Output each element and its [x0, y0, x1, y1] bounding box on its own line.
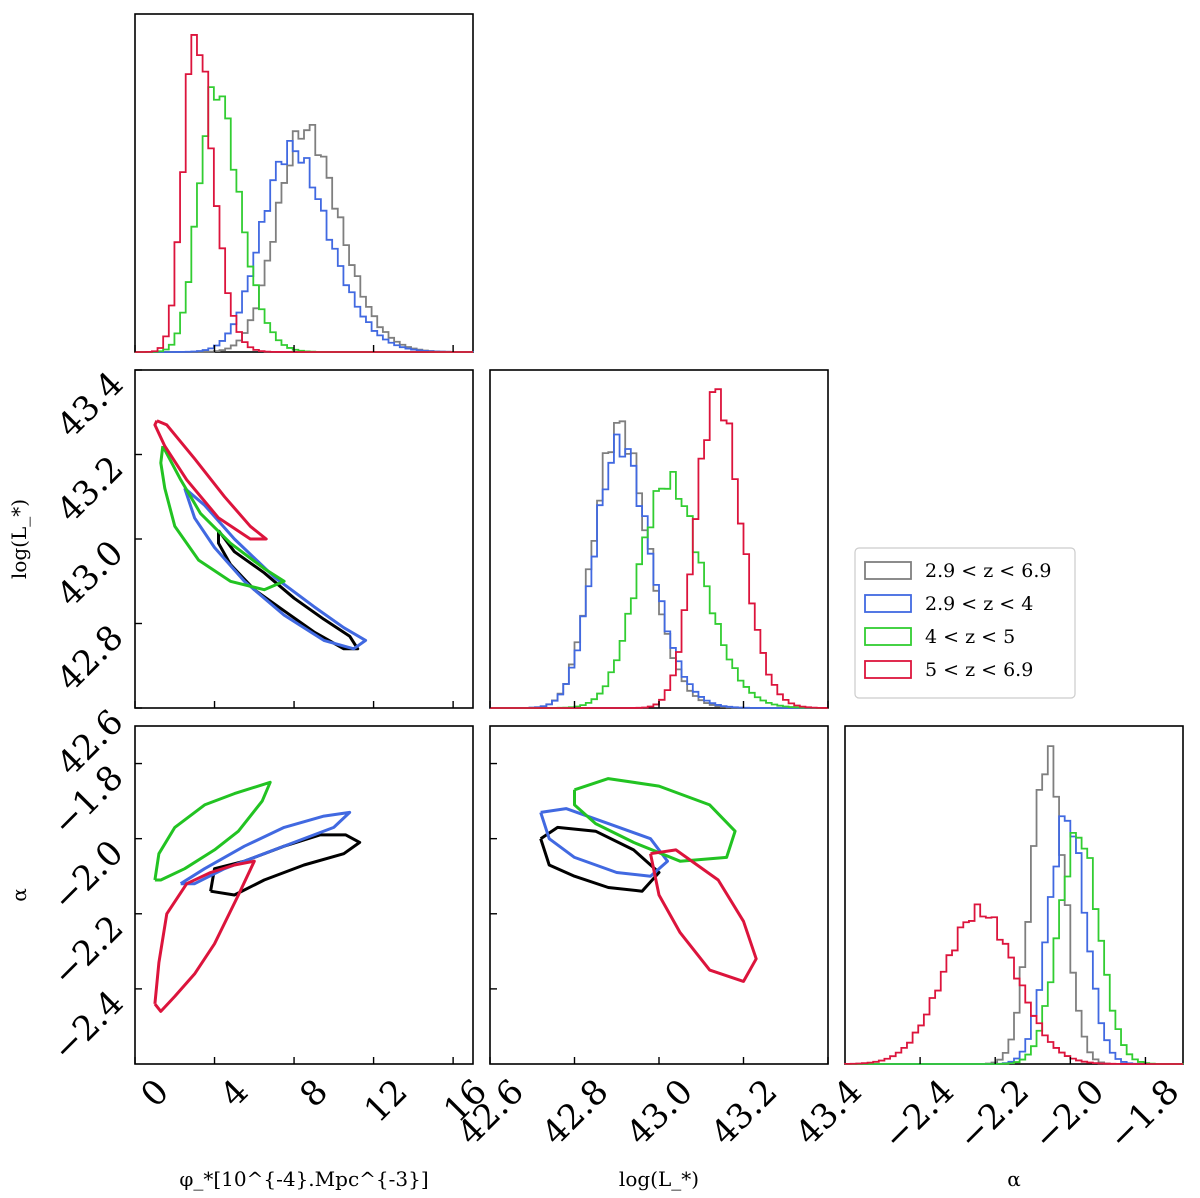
- legend-swatch-0: [864, 561, 912, 580]
- legend-swatch-2: [864, 627, 912, 646]
- hist-alpha-series-2: [845, 831, 1183, 1065]
- legend-label-2: 4 < z < 5: [925, 626, 1015, 648]
- xtick-label: −2.2: [950, 1072, 1037, 1159]
- ytick-label: −2.4: [45, 983, 132, 1070]
- contour-phi_logL-3: [153, 419, 268, 541]
- contour-logL_alpha-0: [539, 825, 661, 893]
- legend-label-0: 2.9 < z < 6.9: [925, 560, 1051, 582]
- hist-alpha-series-0: [845, 745, 1183, 1065]
- ytick-label: −2.2: [45, 908, 132, 995]
- hist-alpha: [844, 745, 1183, 1065]
- contour-phi_logL-2: [159, 445, 286, 592]
- contour-logL_alpha-3: [649, 848, 758, 983]
- xtick-label: 43.2: [704, 1072, 786, 1154]
- contour-logL_alpha-1: [539, 807, 669, 878]
- contour-phi-alpha-frame: [134, 725, 474, 1065]
- yticks-logL: 42.642.843.043.243.4: [50, 364, 142, 784]
- yticks-alpha: −2.4−2.2−2.0−1.8: [45, 758, 497, 1070]
- contour-phi_logL-1: [183, 487, 368, 651]
- contour-phi-logL-frame: [134, 369, 474, 709]
- ytick-label: 43.2: [50, 449, 132, 531]
- xticks-logL: 42.6 42.8 43.0 43.2 43.4: [450, 701, 870, 1153]
- legend: 2.9 < z < 6.9 2.9 < z < 4 4 < z < 5 5 < z <…: [854, 547, 1076, 699]
- contour-phi_alpha-2: [153, 780, 272, 882]
- xtick-label: 0: [133, 1072, 177, 1116]
- ylabel-alpha: α: [7, 888, 31, 902]
- hist-logL: [490, 388, 829, 709]
- ytick-label: −2.0: [45, 833, 132, 920]
- ylabel-logL: log(L_*): [7, 499, 31, 579]
- hist-alpha-series-3: [844, 903, 1183, 1065]
- hist-phi-series-3: [134, 34, 473, 353]
- xtick-label: 8: [292, 1072, 336, 1116]
- xticks-phi: 0 4 8 12 16: [133, 345, 495, 1130]
- contours-logL_alpha: [539, 777, 758, 983]
- hist-logL-frame: [489, 369, 829, 709]
- xtick-label: 12: [357, 1072, 416, 1131]
- ytick-label: 43.4: [50, 364, 132, 446]
- xtick-label: 43.0: [619, 1072, 701, 1154]
- legend-label-1: 2.9 < z < 4: [925, 593, 1033, 615]
- legend-label-3: 5 < z < 6.9: [925, 659, 1033, 681]
- xtick-label: −1.8: [1101, 1072, 1188, 1159]
- xlabel-alpha: α: [1007, 1167, 1021, 1191]
- contour-logL_alpha-2: [573, 777, 737, 863]
- xtick-label: −2.0: [1026, 1072, 1113, 1159]
- legend-swatch-1: [864, 594, 912, 613]
- xlabel-phi: φ_*[10^{-4}.Mpc^{-3}]: [179, 1167, 428, 1191]
- ytick-label: 43.0: [50, 533, 132, 615]
- xtick-label: 4: [213, 1072, 257, 1116]
- xticks-alpha: −2.4−2.2−2.0−1.8: [875, 1057, 1187, 1158]
- hist-logL-series-0: [490, 420, 828, 709]
- contours-phi_logL: [153, 419, 368, 651]
- hist-logL-series-1: [490, 433, 828, 709]
- legend-swatch-3: [864, 660, 912, 679]
- hist-logL-series-3: [490, 388, 829, 709]
- xlabel-logL: log(L_*): [619, 1167, 699, 1191]
- hist-phi: [134, 34, 474, 353]
- hist-phi-series-1: [135, 139, 474, 353]
- xtick-label: 43.4: [788, 1072, 870, 1154]
- xtick-label: −2.4: [875, 1072, 962, 1159]
- ytick-label: 42.8: [50, 618, 132, 700]
- contour-phi_alpha-3: [153, 859, 256, 1013]
- contours-phi_alpha: [153, 780, 362, 1013]
- axis-labels: φ_*[10^{-4}.Mpc^{-3}] log(L_*) α log(L_*) α: [7, 499, 1021, 1191]
- xtick-label: 42.8: [535, 1072, 617, 1154]
